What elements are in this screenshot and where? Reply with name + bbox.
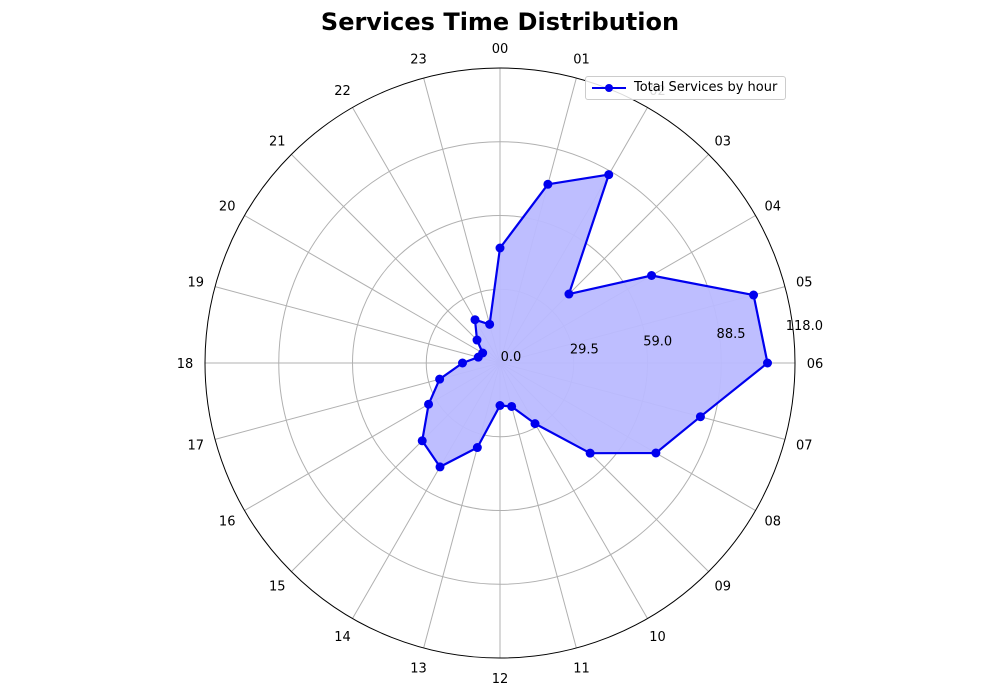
data-point-22 (470, 315, 480, 325)
data-point-06 (763, 358, 772, 368)
radial-tick-label-0: 0.0 (501, 350, 522, 365)
angular-tick-label-05: 05 (796, 275, 813, 290)
angular-tick-label-14: 14 (334, 630, 351, 645)
data-point-10 (530, 419, 540, 429)
legend-marker (592, 81, 626, 95)
data-point-21 (472, 335, 482, 345)
data-point-08 (651, 448, 661, 458)
angular-tick-label-16: 16 (219, 515, 236, 530)
data-point-15 (417, 436, 427, 446)
data-point-13 (472, 443, 482, 453)
angular-tick-label-03: 03 (714, 134, 731, 149)
angular-tick-label-15: 15 (269, 580, 286, 595)
angular-tick-label-09: 09 (714, 580, 731, 595)
angular-tick-label-08: 08 (765, 515, 782, 530)
angular-tick-label-17: 17 (187, 439, 204, 454)
angular-tick-label-06: 06 (807, 357, 824, 372)
angular-gridline-23 (423, 77, 501, 364)
angular-tick-label-10: 10 (649, 630, 666, 645)
data-point-16 (424, 399, 434, 409)
data-point-05 (749, 290, 759, 300)
angular-tick-label-13: 13 (410, 661, 427, 676)
data-point-07 (695, 412, 705, 422)
data-point-18 (458, 358, 467, 368)
data-point-04 (647, 271, 657, 280)
data-point-20 (478, 348, 488, 358)
angular-gridline-20 (244, 215, 501, 364)
data-point-01 (543, 179, 553, 189)
angular-gridline-19 (214, 286, 501, 364)
radial-tick-label-4: 118.0 (786, 319, 823, 334)
polar-frame (204, 67, 796, 659)
data-point-09 (585, 448, 595, 458)
angular-tick-label-04: 04 (765, 200, 782, 215)
radial-tick-label-1: 29.5 (570, 342, 599, 357)
angular-gridline-21 (291, 154, 501, 364)
data-point-12 (495, 401, 505, 410)
data-point-00 (495, 243, 505, 253)
data-point-03 (564, 289, 574, 299)
angular-tick-label-20: 20 (219, 200, 236, 215)
data-point-11 (507, 401, 517, 411)
angular-tick-label-19: 19 (187, 275, 204, 290)
data-point-23 (485, 319, 495, 329)
angular-tick-label-01: 01 (573, 53, 590, 68)
angular-tick-label-21: 21 (269, 134, 286, 149)
angular-tick-label-11: 11 (573, 661, 590, 676)
angular-tick-label-18: 18 (177, 357, 194, 372)
angular-tick-label-07: 07 (796, 439, 813, 454)
radial-tick-label-2: 59.0 (643, 335, 672, 350)
data-point-02 (604, 170, 614, 180)
angular-tick-label-22: 22 (334, 84, 351, 99)
series-fill-area (422, 174, 768, 467)
data-point-17 (435, 374, 445, 384)
chart-legend: Total Services by hour (585, 76, 787, 100)
legend-dot (605, 83, 613, 92)
legend-label: Total Services by hour (634, 80, 778, 95)
angular-tick-label-23: 23 (410, 53, 427, 68)
angular-tick-label-12: 12 (492, 672, 509, 687)
radial-tick-label-3: 88.5 (717, 327, 746, 342)
data-point-14 (435, 462, 445, 472)
angular-tick-label-00: 00 (492, 42, 509, 57)
chart-title: Services Time Distribution (320, 8, 680, 36)
